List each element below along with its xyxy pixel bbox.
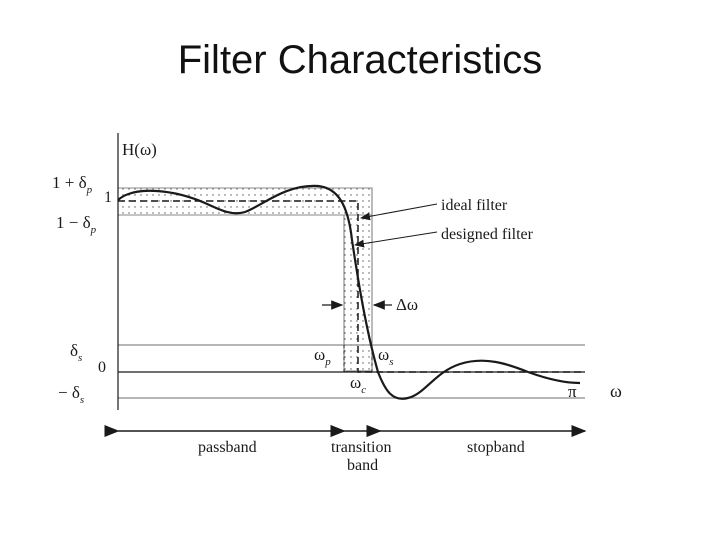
delta-w-label: Δω [396, 295, 418, 314]
wc-label: ωc [350, 373, 366, 396]
ideal-filter-label: ideal filter [441, 197, 508, 214]
ideal-filter-pointer [360, 203, 438, 221]
stop-level-label: δs [70, 341, 82, 364]
band-label: band [347, 457, 378, 474]
stopband-label: stopband [467, 439, 525, 456]
one-label: 1 [104, 189, 112, 206]
designed-filter-pointer [354, 231, 438, 248]
y-axis-label: H(ω) [122, 140, 157, 159]
ws-label: ωs [378, 345, 393, 368]
transition-label: transition [331, 439, 391, 456]
pi-label: π [568, 382, 577, 401]
neg-stop-level-label: − δs [58, 383, 84, 406]
upper-passband-label: 1 + δp [52, 173, 93, 196]
designed-filter-label: designed filter [441, 226, 534, 243]
slide-title: Filter Characteristics [177, 38, 543, 82]
lower-passband-label: 1 − δp [56, 213, 97, 236]
passband-label: passband [198, 439, 257, 456]
x-axis-label: ω [610, 381, 622, 401]
wp-label: ωp [314, 345, 331, 368]
ideal-filter-response [118, 200, 585, 373]
zero-label: 0 [98, 359, 106, 376]
designed-filter-curve [117, 184, 581, 400]
